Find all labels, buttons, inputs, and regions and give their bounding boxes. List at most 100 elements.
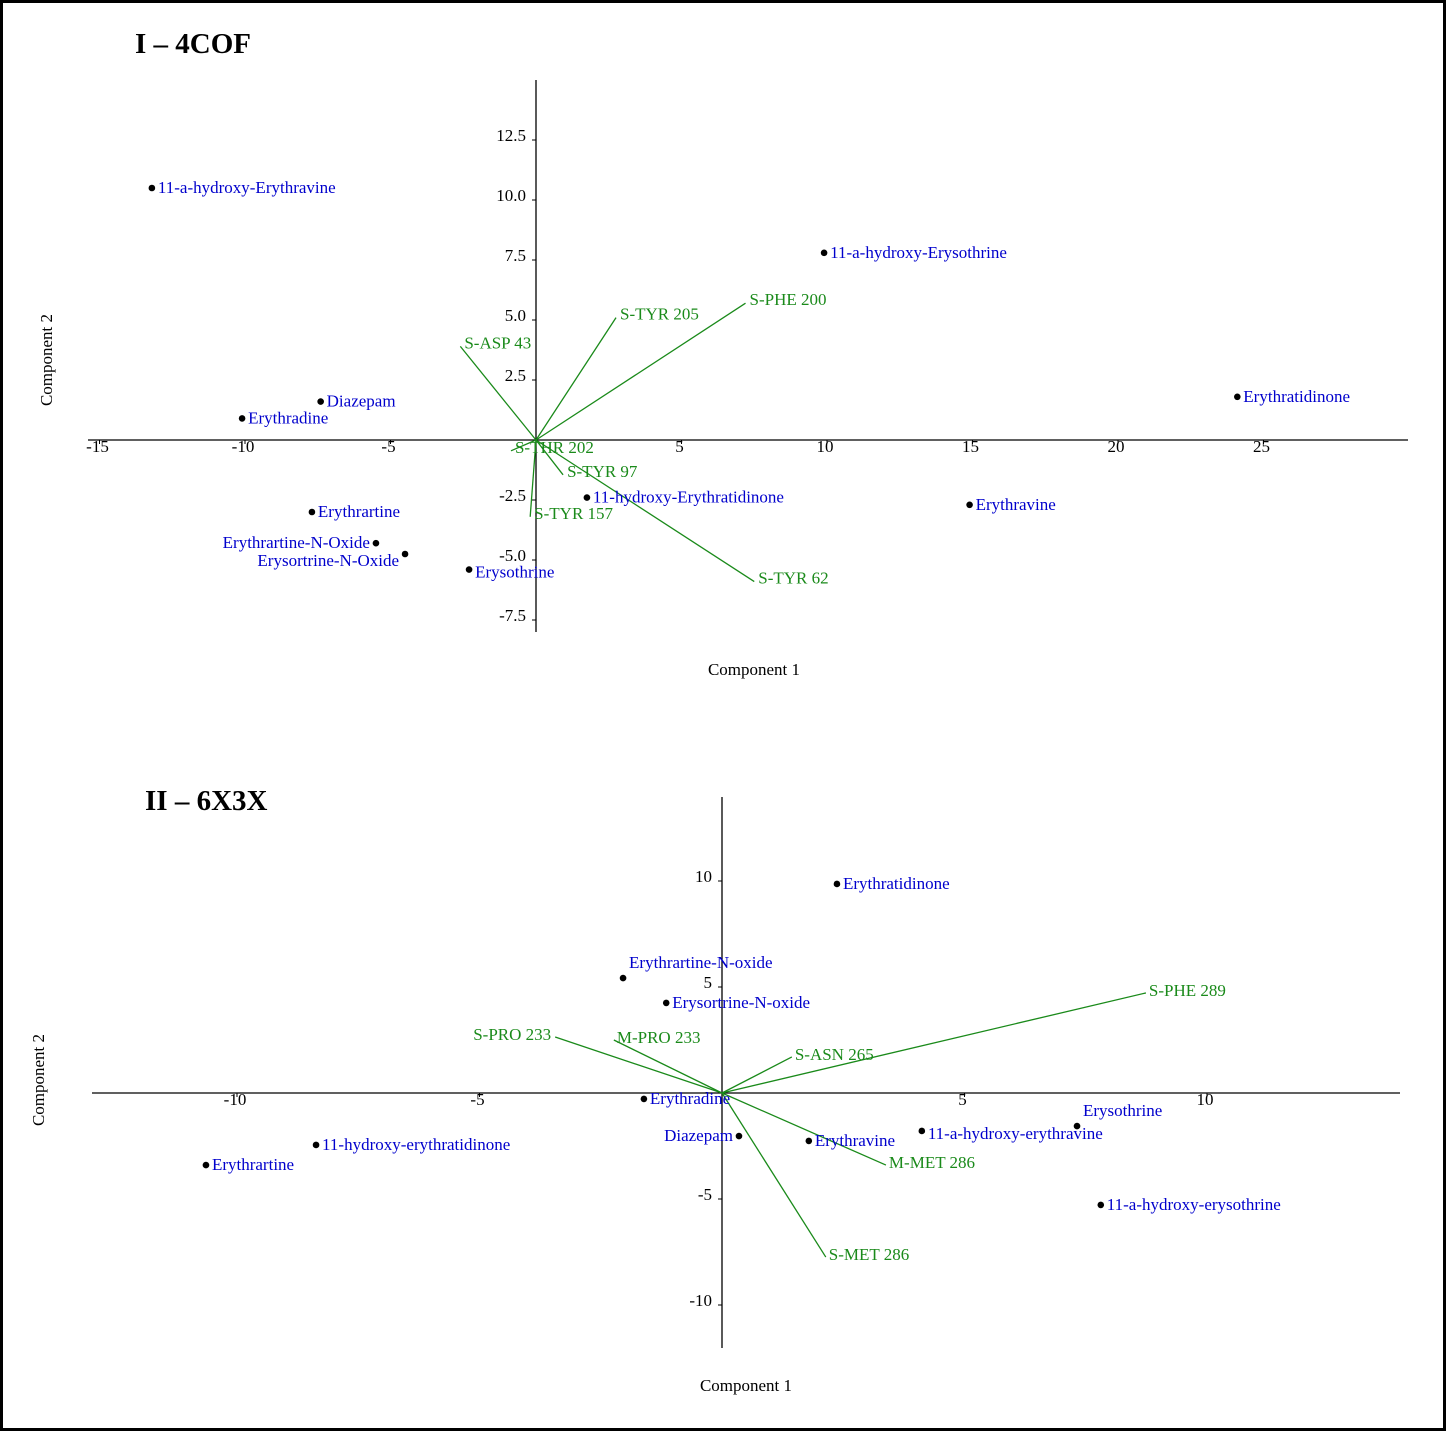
point-label: Erysothrine: [475, 563, 554, 582]
loading-label: S-MET 286: [829, 1245, 909, 1264]
data-point: [640, 1095, 648, 1103]
x-tick-label: -10: [232, 437, 255, 456]
y-tick-label: 10.0: [496, 186, 526, 205]
loading-label: S-TYR 157: [534, 504, 613, 523]
data-point: [619, 974, 627, 982]
loading-label: S-TYR 97: [567, 462, 638, 481]
data-point: [1234, 393, 1241, 401]
loading-vector: [535, 302, 746, 441]
data-point: [820, 249, 828, 257]
data-point: [308, 508, 316, 516]
loading-vector: [721, 992, 1147, 1094]
x-tick-label: 5: [958, 1090, 967, 1109]
y-tick-label: 12.5: [496, 126, 526, 145]
point-label: 11-hydroxy-Erythratidinone: [593, 488, 784, 507]
point-label: Erysothrine: [1083, 1101, 1162, 1120]
y-axis-label: Component 2: [29, 1034, 48, 1126]
x-tick-label: -5: [470, 1090, 484, 1109]
loading-label: S-ASP 43: [464, 333, 531, 352]
point-label: Diazepam: [327, 392, 396, 411]
data-point: [1073, 1122, 1081, 1130]
loading-vector: [535, 317, 617, 441]
y-tick-label: 7.5: [505, 246, 526, 265]
y-tick-label: -5: [698, 1185, 712, 1204]
point-label: Erythradine: [248, 408, 328, 427]
data-point: [583, 494, 591, 501]
point-label: Erythravine: [976, 495, 1056, 514]
x-tick-label: -10: [224, 1090, 247, 1109]
data-point: [312, 1141, 320, 1149]
x-axis-label: Component 1: [708, 660, 800, 679]
loading-label: M-PRO 233: [617, 1028, 701, 1047]
loading-label: S-THR 202: [515, 438, 594, 457]
loading-vector: [721, 1092, 827, 1258]
panel-title: I – 4COF: [135, 28, 251, 60]
point-label: Erythratidinone: [843, 874, 950, 893]
point-label: 11-a-hydroxy-erythravine: [928, 1124, 1103, 1143]
x-axis-label: Component 1: [700, 1376, 792, 1395]
y-tick-label: 5.0: [505, 306, 526, 325]
y-tick-label: 5: [704, 973, 713, 992]
loading-label: S-PRO 233: [473, 1025, 551, 1044]
x-tick-label: 20: [1108, 437, 1125, 456]
x-tick-label: -5: [381, 437, 395, 456]
point-label: Erythravine: [815, 1131, 895, 1150]
point-label: Diazepam: [664, 1126, 733, 1145]
y-tick-label: -5.0: [499, 546, 526, 565]
x-tick-label: 5: [675, 437, 684, 456]
point-label: Erythrartine: [318, 502, 400, 521]
data-point: [465, 566, 473, 573]
data-point: [966, 501, 973, 509]
y-tick-label: 2.5: [505, 366, 526, 385]
x-tick-label: 10: [1197, 1090, 1214, 1109]
loading-vector: [554, 1036, 723, 1094]
point-label: Erythrartine-N-oxide: [629, 953, 773, 972]
point-label: Erythradine: [650, 1089, 730, 1108]
loading-vector: [529, 439, 537, 517]
data-point: [662, 999, 670, 1007]
point-label: Erysortrine-N-Oxide: [257, 551, 399, 570]
data-point: [401, 550, 409, 558]
y-tick-label: 10: [695, 867, 712, 886]
panel-title: II – 6X3X: [145, 785, 268, 817]
data-point: [735, 1132, 743, 1140]
data-point: [1097, 1201, 1105, 1209]
loading-label: M-MET 286: [889, 1153, 975, 1172]
point-label: 11-a-hydroxy-Erysothrine: [830, 243, 1007, 262]
loading-label: S-PHE 289: [1149, 981, 1226, 1000]
data-point: [238, 415, 246, 422]
point-label: 11-hydroxy-erythratidinone: [322, 1135, 510, 1154]
loading-vector: [510, 439, 537, 452]
data-point: [833, 880, 841, 888]
loading-vector: [535, 439, 755, 583]
loading-vector: [535, 439, 564, 476]
point-label: Erythrartine-N-Oxide: [223, 533, 370, 552]
loading-label: S-ASN 265: [795, 1045, 874, 1064]
loading-label: S-TYR 205: [620, 305, 699, 324]
loading-label: S-TYR 62: [758, 569, 828, 588]
loading-label: S-PHE 200: [750, 290, 827, 309]
y-axis-label: Component 2: [37, 314, 56, 406]
y-tick-label: -2.5: [499, 486, 526, 505]
y-tick-label: -7.5: [499, 606, 526, 625]
x-tick-label: 10: [817, 437, 834, 456]
data-point: [918, 1127, 926, 1135]
loading-vector: [613, 1039, 723, 1094]
data-point: [202, 1161, 210, 1169]
panel-4cof: I – 4COF Component 1 Component 2 -15 -10 -…: [37, 28, 1408, 679]
panel-6x3x: II – 6X3X Component 1 Component 2 -10 -5 5…: [29, 785, 1400, 1395]
loading-vector: [459, 345, 537, 441]
data-point: [372, 539, 380, 547]
x-tick-label: -15: [86, 437, 109, 456]
loading-vector: [721, 1092, 887, 1166]
point-label: 11-a-hydroxy-erysothrine: [1107, 1195, 1281, 1214]
point-label: Erythratidinone: [1243, 387, 1350, 406]
x-tick-label: 25: [1253, 437, 1270, 456]
y-tick-label: -10: [689, 1291, 712, 1310]
data-point: [317, 398, 324, 405]
point-label: 11-a-hydroxy-Erythravine: [158, 178, 336, 197]
x-tick-label: 15: [962, 437, 979, 456]
data-point: [148, 184, 156, 192]
data-point: [805, 1137, 813, 1145]
